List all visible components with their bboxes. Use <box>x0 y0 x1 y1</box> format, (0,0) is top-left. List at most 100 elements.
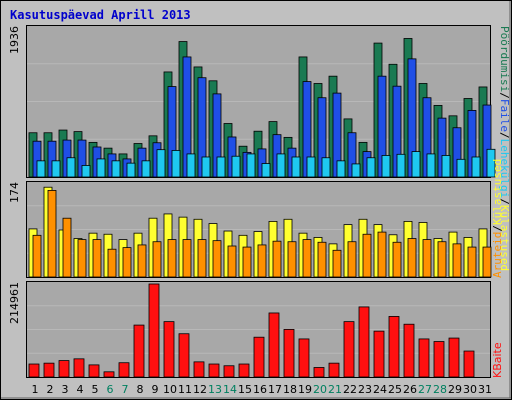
chart-title: Kasutuspäevad Aprill 2013 <box>10 8 191 22</box>
kbytes-bar-kbytes-day-7 <box>118 362 130 378</box>
x-tick-label: 6 <box>107 383 114 396</box>
x-tick-label: 4 <box>77 383 84 396</box>
sites-bar-sites-day-29 <box>452 243 462 278</box>
sites-bar-sites-day-6 <box>107 248 117 278</box>
x-tick-label: 31 <box>478 383 492 396</box>
visits-bar-files-day-16 <box>261 163 271 178</box>
visits-bar-files-day-11 <box>186 153 196 178</box>
kbytes-bar-kbytes-day-24 <box>373 330 385 378</box>
top-y-max-label: 1936 <box>8 26 21 54</box>
sites-bar-sites-day-28 <box>437 241 447 278</box>
legend-sites: Aruteid <box>491 232 504 278</box>
kbytes-legend: KBaite <box>491 342 504 378</box>
sites-bar-sites-day-15 <box>242 246 252 278</box>
visits-bar-files-day-20 <box>321 157 331 178</box>
x-tick-label: 7 <box>122 383 129 396</box>
x-tick-label: 12 <box>193 383 207 396</box>
x-tick-label: 20 <box>313 383 327 396</box>
visits-bar-files-day-29 <box>456 158 466 178</box>
x-tick-label: 13 <box>208 383 222 396</box>
legend-sep-2: / <box>498 132 511 139</box>
visits-bar-files-day-4 <box>81 165 91 178</box>
visits-bar-files-day-10 <box>171 150 181 178</box>
sites-bar-sites-day-19 <box>302 239 312 278</box>
visits-bar-files-day-9 <box>156 149 166 178</box>
kbytes-bar-kbytes-day-5 <box>88 364 100 378</box>
x-tick-label: 18 <box>283 383 297 396</box>
visits-bar-files-day-13 <box>216 156 226 178</box>
x-tick-label: 22 <box>343 383 357 396</box>
sites-bar-sites-day-23 <box>362 233 372 278</box>
kbytes-bar-kbytes-day-15 <box>238 363 250 378</box>
kbytes-bar-kbytes-day-20 <box>313 367 325 378</box>
legend-sep-3: / <box>498 198 511 205</box>
visits-bar-files-day-30 <box>471 156 481 178</box>
visits-bar-files-day-27 <box>426 153 436 178</box>
visits-bar-files-day-26 <box>411 151 421 178</box>
kbytes-bar-kbytes-day-21 <box>328 362 340 378</box>
legend-sep-1: / <box>498 92 511 99</box>
kbytes-bar-kbytes-day-28 <box>433 341 445 378</box>
sites-bar-sites-day-24 <box>377 231 387 278</box>
x-tick-label: 14 <box>223 383 237 396</box>
x-tick-label: 11 <box>178 383 192 396</box>
sites-bar-sites-day-30 <box>467 246 477 278</box>
legend-pages: Lehekülgi <box>498 139 511 199</box>
visits-bar-files-day-12 <box>201 156 211 178</box>
x-tick-label: 2 <box>47 383 54 396</box>
middle-y-max-label: 174 <box>8 182 21 203</box>
sites-bar-sites-day-1 <box>32 234 42 278</box>
sites-bar-sites-day-25 <box>392 241 402 278</box>
kbytes-bar-kbytes-day-19 <box>298 338 310 378</box>
legend-mid-sep: / <box>491 225 504 232</box>
sites-bar-sites-day-20 <box>317 241 327 278</box>
kbytes-bar-kbytes-day-17 <box>268 312 280 378</box>
bottom-y-max-label: 214961 <box>8 282 21 324</box>
legend-hits-mid: Külastused <box>491 159 504 225</box>
kbytes-bars <box>28 283 475 378</box>
sites-bar-sites-day-12 <box>197 239 207 278</box>
visits-bar-files-day-25 <box>396 153 406 178</box>
x-tick-label: 3 <box>62 383 69 396</box>
sites-bar-sites-day-3 <box>62 217 72 278</box>
legend-visits: Pöördumisi <box>498 26 511 92</box>
visits-bar-files-day-15 <box>246 153 256 178</box>
sites-bar-sites-day-8 <box>137 244 147 278</box>
x-tick-label: 8 <box>137 383 144 396</box>
sites-bar-sites-day-21 <box>332 249 342 278</box>
sites-bar-sites-day-26 <box>407 238 417 278</box>
middle-legend: Aruteid/Külastused <box>491 159 504 278</box>
kbytes-bar-kbytes-day-23 <box>358 306 370 378</box>
x-tick-label: 24 <box>373 383 387 396</box>
kbytes-bar-kbytes-day-29 <box>448 337 460 378</box>
x-tick-label: 30 <box>463 383 477 396</box>
kbytes-bar-kbytes-day-6 <box>103 371 115 378</box>
visits-bars <box>28 38 496 178</box>
visits-bar-files-day-8 <box>141 160 151 178</box>
kbytes-bar-kbytes-day-12 <box>193 361 205 378</box>
visits-bar-files-day-3 <box>66 157 76 178</box>
kbytes-bar-kbytes-day-9 <box>148 283 160 378</box>
x-tick-label: 19 <box>298 383 312 396</box>
visits-bar-files-day-31 <box>486 148 496 178</box>
x-tick-label: 5 <box>92 383 99 396</box>
kbytes-bar-kbytes-day-27 <box>418 338 430 378</box>
x-tick-label: 9 <box>152 383 159 396</box>
visits-bar-files-day-28 <box>441 155 451 178</box>
visits-bar-files-day-14 <box>231 155 241 178</box>
sites-bar-sites-day-11 <box>182 239 192 278</box>
top-legend: Pöördumisi/Faile/Lehekülgi/Külastused <box>498 26 511 271</box>
sites-bar-sites-day-10 <box>167 239 177 278</box>
sites-bar-sites-day-9 <box>152 241 162 278</box>
legend-files: Faile <box>498 99 511 132</box>
sites-bar-sites-day-31 <box>482 246 492 278</box>
x-tick-label: 1 <box>32 383 39 396</box>
visits-bar-files-day-17 <box>276 153 286 178</box>
visits-bar-files-day-23 <box>366 157 376 178</box>
x-tick-label: 17 <box>268 383 282 396</box>
legend-hits: Külastused <box>498 205 511 271</box>
sites-bar-sites-day-27 <box>422 239 432 278</box>
kbytes-bar-kbytes-day-10 <box>163 321 175 378</box>
sites-bar-sites-day-16 <box>257 244 267 278</box>
